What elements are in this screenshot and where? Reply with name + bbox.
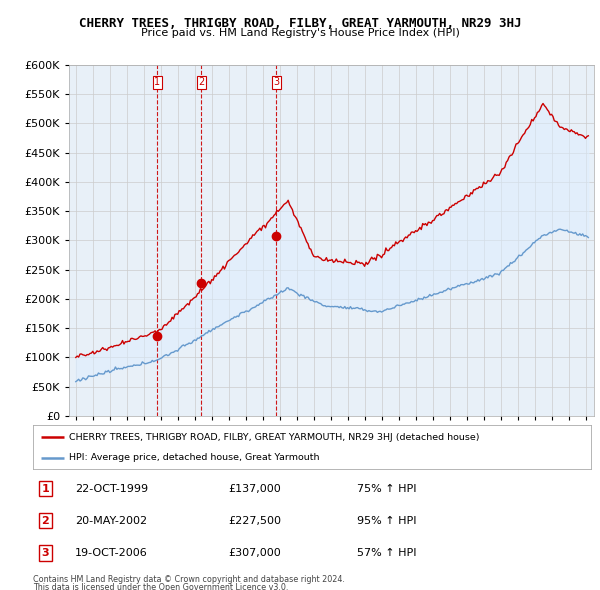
Text: 20-MAY-2002: 20-MAY-2002 — [75, 516, 147, 526]
Text: Price paid vs. HM Land Registry's House Price Index (HPI): Price paid vs. HM Land Registry's House … — [140, 28, 460, 38]
Text: £227,500: £227,500 — [229, 516, 281, 526]
Text: 22-OCT-1999: 22-OCT-1999 — [75, 484, 148, 494]
Text: This data is licensed under the Open Government Licence v3.0.: This data is licensed under the Open Gov… — [33, 583, 289, 590]
Text: Contains HM Land Registry data © Crown copyright and database right 2024.: Contains HM Land Registry data © Crown c… — [33, 575, 345, 584]
Text: CHERRY TREES, THRIGBY ROAD, FILBY, GREAT YARMOUTH, NR29 3HJ (detached house): CHERRY TREES, THRIGBY ROAD, FILBY, GREAT… — [69, 432, 480, 442]
Text: 2: 2 — [41, 516, 49, 526]
Text: 1: 1 — [154, 77, 160, 87]
Text: 3: 3 — [273, 77, 280, 87]
Text: 1: 1 — [41, 484, 49, 494]
Text: CHERRY TREES, THRIGBY ROAD, FILBY, GREAT YARMOUTH, NR29 3HJ: CHERRY TREES, THRIGBY ROAD, FILBY, GREAT… — [79, 17, 521, 30]
Text: £307,000: £307,000 — [229, 548, 281, 558]
Text: 3: 3 — [41, 548, 49, 558]
Text: £137,000: £137,000 — [229, 484, 281, 494]
Text: 95% ↑ HPI: 95% ↑ HPI — [356, 516, 416, 526]
Text: 2: 2 — [198, 77, 205, 87]
Text: 75% ↑ HPI: 75% ↑ HPI — [356, 484, 416, 494]
Text: 57% ↑ HPI: 57% ↑ HPI — [356, 548, 416, 558]
Text: HPI: Average price, detached house, Great Yarmouth: HPI: Average price, detached house, Grea… — [69, 454, 320, 463]
Text: 19-OCT-2006: 19-OCT-2006 — [75, 548, 148, 558]
